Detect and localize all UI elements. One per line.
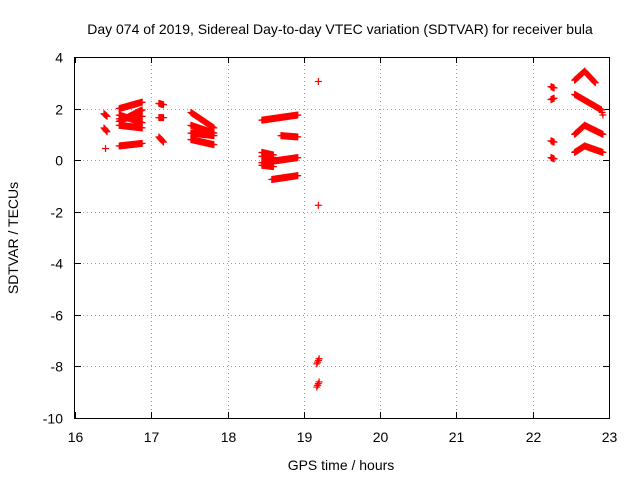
x-axis-label: GPS time / hours <box>288 457 395 473</box>
data-point <box>102 145 110 153</box>
y-tick-label: -4 <box>51 256 64 272</box>
x-tick-label: 21 <box>449 429 465 445</box>
y-axis-label: SDTVAR / TECUs <box>5 182 21 294</box>
data-point <box>158 136 166 144</box>
x-tick-label: 20 <box>373 429 389 445</box>
chart-title: Day 074 of 2019, Sidereal Day-to-day VTE… <box>87 21 593 37</box>
y-tick-label: 0 <box>55 153 63 169</box>
plot-frame <box>74 57 610 419</box>
data-point <box>315 355 323 363</box>
data-point <box>314 358 322 366</box>
data-point <box>159 138 167 146</box>
data-point <box>294 154 302 162</box>
y-tick-label: -2 <box>51 205 64 221</box>
y-tick-label: -8 <box>51 359 64 375</box>
data-point <box>314 380 322 388</box>
data-points <box>100 67 607 391</box>
data-point <box>313 360 321 368</box>
data-point <box>550 138 558 146</box>
data-point <box>294 133 302 141</box>
data-point <box>210 141 218 149</box>
data-point <box>102 127 110 135</box>
data-point <box>550 84 558 92</box>
data-point <box>550 94 558 102</box>
x-tick-label: 22 <box>526 429 542 445</box>
axis-ticks: 16 17 18 19 20 21 22 23 -10 -8 -6 -4 -2 0 2 4 <box>43 50 618 446</box>
data-point <box>269 163 277 171</box>
data-point <box>591 79 599 87</box>
data-point <box>103 128 111 136</box>
x-tick-label: 19 <box>297 429 313 445</box>
data-point <box>159 137 167 145</box>
data-point <box>599 130 607 138</box>
data-point <box>314 381 322 389</box>
data-point <box>102 112 110 120</box>
data-point <box>550 155 558 163</box>
data-point <box>138 112 146 120</box>
x-tick-label: 16 <box>68 429 84 445</box>
data-point <box>314 201 322 209</box>
x-tick-label: 23 <box>602 429 618 445</box>
grid <box>75 57 609 418</box>
data-point <box>314 77 322 85</box>
data-point <box>138 139 146 147</box>
data-point <box>314 356 322 364</box>
data-point <box>590 77 598 85</box>
x-tick-label: 18 <box>221 429 237 445</box>
data-point <box>313 383 321 391</box>
data-point <box>159 114 167 122</box>
data-point <box>294 111 302 119</box>
data-point <box>210 132 218 140</box>
y-tick-label: 4 <box>55 50 63 66</box>
y-tick-label: -10 <box>43 411 63 427</box>
data-point <box>159 101 167 109</box>
data-point <box>599 148 607 156</box>
data-point <box>294 172 302 180</box>
data-point <box>103 112 111 120</box>
data-point <box>599 111 607 119</box>
y-tick-label: -6 <box>51 308 64 324</box>
data-point <box>138 98 146 106</box>
data-point <box>102 111 110 119</box>
data-point <box>591 78 599 86</box>
data-point <box>138 106 146 114</box>
data-point <box>138 124 146 132</box>
y-tick-label: 2 <box>55 102 63 118</box>
data-point <box>315 378 323 386</box>
x-tick-label: 17 <box>144 429 160 445</box>
